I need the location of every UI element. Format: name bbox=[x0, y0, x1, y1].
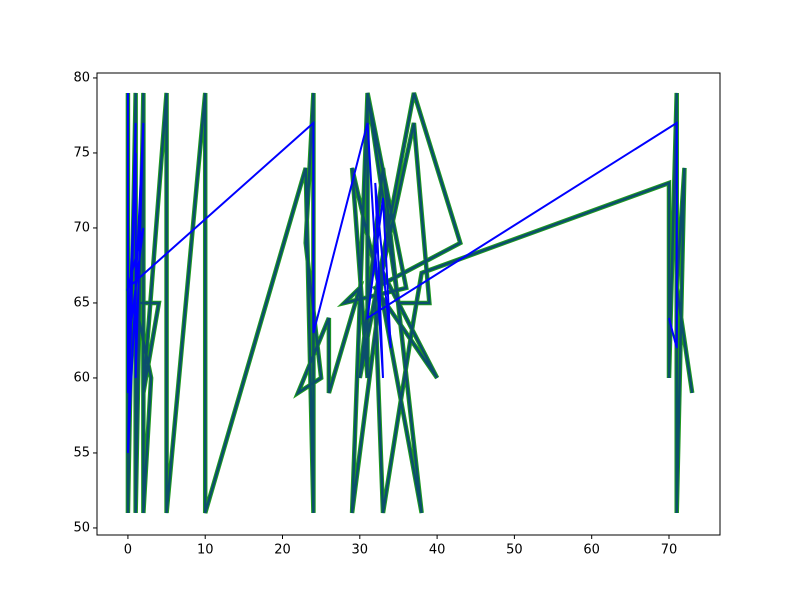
x-tick-label: 0 bbox=[124, 543, 132, 558]
y-tick-label: 80 bbox=[73, 70, 90, 85]
x-tick-label: 60 bbox=[583, 543, 600, 558]
y-tick-label: 75 bbox=[73, 145, 90, 160]
y-tick-label: 65 bbox=[73, 295, 90, 310]
y-tick-label: 55 bbox=[73, 445, 90, 460]
line bbox=[126, 92, 694, 514]
y-tick-label: 60 bbox=[73, 370, 90, 385]
plot-frame bbox=[96, 72, 721, 536]
x-tick-label: 50 bbox=[506, 543, 523, 558]
x-tick-label: 40 bbox=[429, 543, 446, 558]
x-tick-label: 70 bbox=[661, 543, 678, 558]
y-tick-label: 50 bbox=[73, 520, 90, 535]
x-tick-label: 10 bbox=[197, 543, 214, 558]
line bbox=[126, 92, 678, 453]
y-tick-label: 70 bbox=[73, 220, 90, 235]
x-tick-label: 30 bbox=[352, 543, 369, 558]
x-tick-label: 20 bbox=[274, 543, 291, 558]
